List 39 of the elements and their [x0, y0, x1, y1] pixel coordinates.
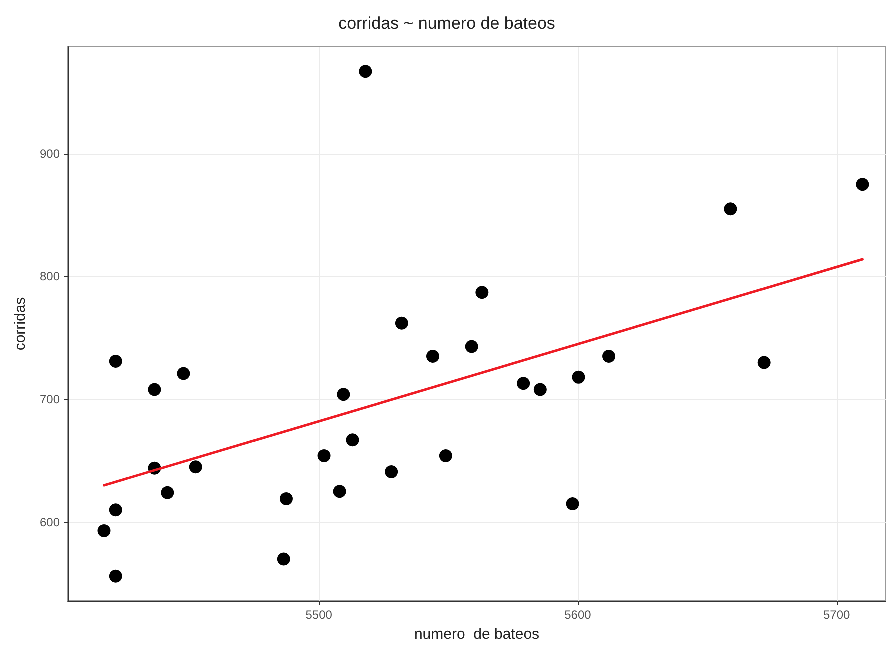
point: [534, 383, 547, 396]
point: [385, 466, 398, 479]
point: [572, 370, 586, 384]
point: [189, 460, 202, 474]
point: [602, 350, 616, 364]
point: [177, 367, 190, 380]
point: [426, 350, 440, 364]
point: [856, 178, 870, 192]
point: [758, 356, 771, 370]
point: [318, 450, 331, 463]
point: [277, 552, 290, 566]
point: [161, 486, 174, 500]
x-tick-label: 5700: [823, 608, 850, 622]
x-tick-label: 5600: [564, 608, 592, 622]
point: [476, 286, 489, 300]
point: [148, 383, 162, 396]
y-axis-title: corridas: [12, 297, 29, 351]
point: [359, 65, 372, 78]
point: [724, 202, 738, 216]
point: [333, 485, 346, 498]
point: [280, 492, 293, 506]
point: [395, 316, 408, 330]
point: [109, 354, 122, 368]
point: [109, 570, 122, 583]
y-tick-label: 800: [40, 270, 60, 284]
point: [465, 340, 478, 354]
x-tick-label: 5500: [306, 608, 333, 622]
point: [98, 524, 111, 538]
point: [566, 497, 580, 510]
chart-title: corridas ~ numero de bateos: [338, 14, 556, 33]
point: [109, 504, 122, 517]
point: [346, 434, 360, 447]
point: [439, 450, 452, 463]
y-tick-label: 900: [40, 146, 60, 161]
point: [517, 377, 530, 390]
point: [337, 388, 350, 402]
y-tick-label: 600: [40, 515, 60, 530]
y-tick-label: 700: [40, 392, 60, 407]
x-axis-title: numero de bateos: [414, 626, 540, 643]
